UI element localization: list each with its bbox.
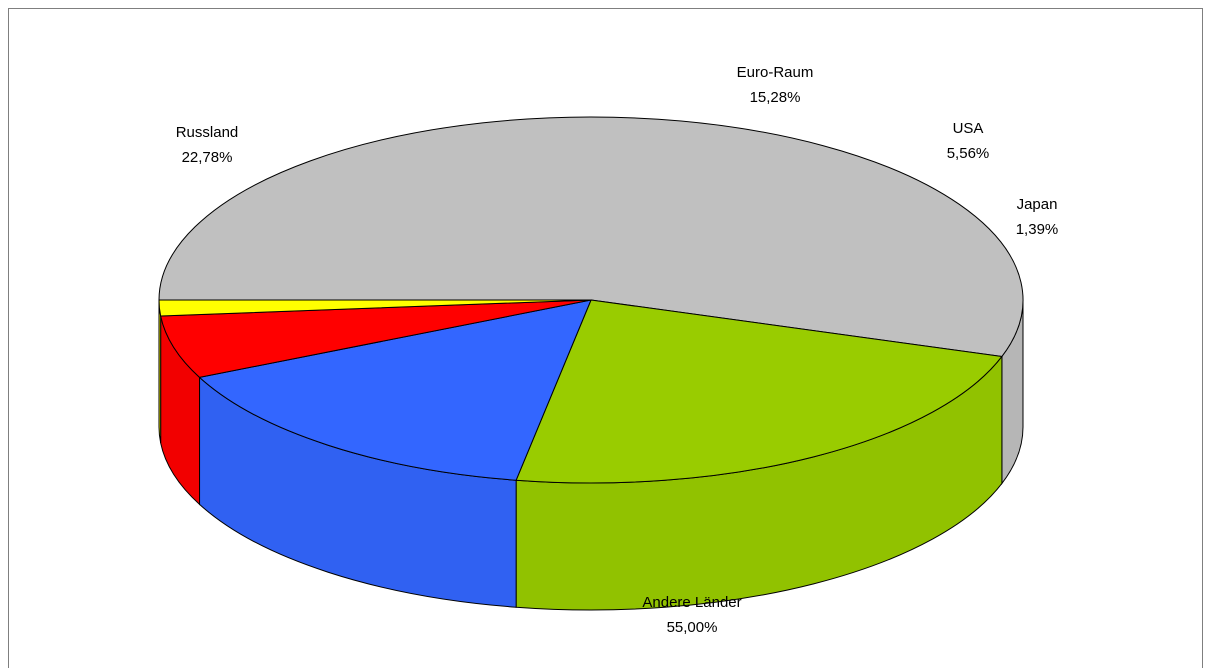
- slice-label-euro-raum: Euro-Raum: [737, 64, 814, 81]
- slice-label-japan: Japan: [1017, 196, 1058, 213]
- slice-label-andere-länder: Andere Länder: [642, 594, 741, 611]
- pie-top-layer: [158, 116, 1024, 484]
- slice-value-andere-länder: 55,00%: [667, 619, 718, 636]
- pie-chart: Andere Länder 55,00% Russland 22,78% Euro-Ra…: [158, 64, 1059, 636]
- pie-side-layer: [158, 299, 1024, 611]
- pie-slice-japan: [158, 299, 592, 317]
- pie-label-layer: Andere Länder 55,00% Russland 22,78% Euro-Ra…: [176, 64, 1059, 636]
- pie-slice-andere-länder: [158, 116, 1024, 358]
- slice-label-russland: Russland: [176, 124, 239, 141]
- slice-value-usa: 5,56%: [947, 145, 990, 162]
- slice-label-usa: USA: [953, 120, 984, 137]
- pie-slice-usa: [160, 299, 592, 378]
- slice-value-japan: 1,39%: [1016, 221, 1059, 238]
- pie-side-japan: [158, 299, 162, 444]
- pie-slice-euro-raum: [198, 299, 592, 481]
- pie-slice-russland: [515, 299, 1003, 484]
- slice-value-russland: 22,78%: [182, 149, 233, 166]
- chart-frame: Andere Länder 55,00% Russland 22,78% Euro-Ra…: [8, 8, 1203, 668]
- slice-value-euro-raum: 15,28%: [750, 89, 801, 106]
